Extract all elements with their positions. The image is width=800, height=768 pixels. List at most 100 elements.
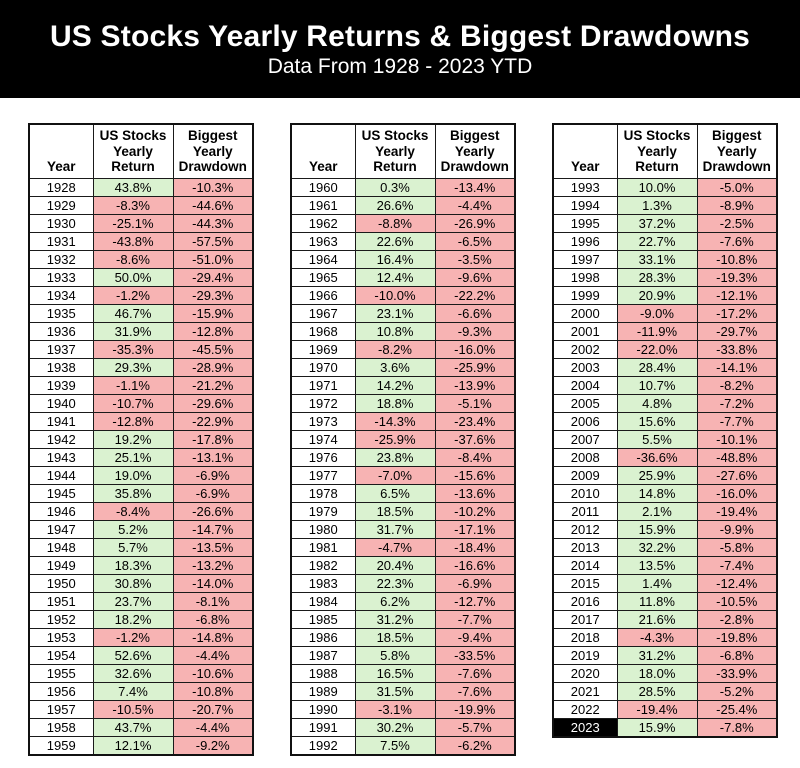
table-row: 1963 22.6% -6.5%	[290, 231, 516, 251]
drawdown-cell: -27.6%	[696, 465, 778, 485]
drawdown-cell: -10.5%	[696, 591, 778, 611]
year-cell: 1993	[552, 177, 618, 197]
drawdown-cell: -4.4%	[434, 195, 516, 215]
table-row: 1959 12.1% -9.2%	[28, 735, 254, 756]
return-cell: 43.7%	[92, 717, 174, 737]
return-cell: -1.2%	[92, 627, 174, 647]
return-cell: -1.1%	[92, 375, 174, 395]
drawdown-cell: -9.6%	[434, 267, 516, 287]
page-subtitle: Data From 1928 - 2023 YTD	[267, 54, 533, 78]
year-cell: 1934	[28, 285, 94, 305]
drawdown-cell: -9.3%	[434, 321, 516, 341]
return-cell: 13.5%	[616, 555, 698, 575]
column-header-drawdown: Biggest Yearly Drawdown	[696, 123, 778, 179]
return-cell: -8.4%	[92, 501, 174, 521]
return-cell: -43.8%	[92, 231, 174, 251]
table-row: 2002 -22.0% -33.8%	[552, 339, 778, 359]
year-cell: 2013	[552, 537, 618, 557]
drawdown-cell: -6.9%	[172, 465, 254, 485]
table-row: 1987 5.8% -33.5%	[290, 645, 516, 665]
return-cell: 32.6%	[92, 663, 174, 683]
table-row: 1978 6.5% -13.6%	[290, 483, 516, 503]
year-cell: 1989	[290, 681, 356, 701]
drawdown-cell: -5.2%	[696, 681, 778, 701]
drawdown-cell: -13.2%	[172, 555, 254, 575]
return-cell: 33.1%	[616, 249, 698, 269]
table-row: 1930 -25.1% -44.3%	[28, 213, 254, 233]
year-cell: 2008	[552, 447, 618, 467]
year-cell: 1948	[28, 537, 94, 557]
year-cell: 2019	[552, 645, 618, 665]
return-cell: -25.9%	[354, 429, 436, 449]
year-cell: 1985	[290, 609, 356, 629]
table-row: 1988 16.5% -7.6%	[290, 663, 516, 683]
return-cell: 28.4%	[616, 357, 698, 377]
return-cell: 31.2%	[616, 645, 698, 665]
drawdown-cell: -29.4%	[172, 267, 254, 287]
drawdown-cell: -37.6%	[434, 429, 516, 449]
year-cell: 1962	[290, 213, 356, 233]
year-cell: 1980	[290, 519, 356, 539]
table-row: 1958 43.7% -4.4%	[28, 717, 254, 737]
year-cell: 2003	[552, 357, 618, 377]
drawdown-cell: -10.8%	[696, 249, 778, 269]
return-cell: 23.7%	[92, 591, 174, 611]
table-row: 2010 14.8% -16.0%	[552, 483, 778, 503]
drawdown-cell: -33.8%	[696, 339, 778, 359]
table-row: 1957 -10.5% -20.7%	[28, 699, 254, 719]
table-row: 1976 23.8% -8.4%	[290, 447, 516, 467]
return-cell: 37.2%	[616, 213, 698, 233]
drawdown-cell: -17.1%	[434, 519, 516, 539]
drawdown-cell: -14.8%	[172, 627, 254, 647]
year-cell: 1977	[290, 465, 356, 485]
drawdown-cell: -7.7%	[434, 609, 516, 629]
return-cell: 26.6%	[354, 195, 436, 215]
return-cell: 7.5%	[354, 735, 436, 756]
year-cell: 1942	[28, 429, 94, 449]
drawdown-cell: -9.9%	[696, 519, 778, 539]
drawdown-cell: -48.8%	[696, 447, 778, 467]
return-cell: -19.4%	[616, 699, 698, 719]
return-cell: 4.8%	[616, 393, 698, 413]
returns-table-1960-1992: Year US Stocks Yearly Return Biggest Yea…	[290, 123, 516, 756]
return-cell: -10.7%	[92, 393, 174, 413]
year-cell: 1930	[28, 213, 94, 233]
return-cell: 1.3%	[616, 195, 698, 215]
year-cell: 2018	[552, 627, 618, 647]
year-cell: 1932	[28, 249, 94, 269]
return-cell: 6.2%	[354, 591, 436, 611]
table-row: 1929 -8.3% -44.6%	[28, 195, 254, 215]
year-cell: 2011	[552, 501, 618, 521]
return-cell: 1.4%	[616, 573, 698, 593]
table-row: 1937 -35.3% -45.5%	[28, 339, 254, 359]
year-cell: 1938	[28, 357, 94, 377]
table-row: 1983 22.3% -6.9%	[290, 573, 516, 593]
drawdown-cell: -14.7%	[172, 519, 254, 539]
year-cell: 1987	[290, 645, 356, 665]
year-cell: 1981	[290, 537, 356, 557]
year-cell: 2021	[552, 681, 618, 701]
year-cell: 1979	[290, 501, 356, 521]
table-header-row: Year US Stocks Yearly Return Biggest Yea…	[290, 123, 516, 179]
year-cell: 2016	[552, 591, 618, 611]
return-cell: -4.7%	[354, 537, 436, 557]
return-cell: 15.9%	[616, 717, 698, 738]
page-title: US Stocks Yearly Returns & Biggest Drawd…	[49, 19, 751, 53]
year-cell: 1958	[28, 717, 94, 737]
year-cell: 2000	[552, 303, 618, 323]
return-cell: 6.5%	[354, 483, 436, 503]
table-row: 1945 35.8% -6.9%	[28, 483, 254, 503]
drawdown-cell: -17.8%	[172, 429, 254, 449]
drawdown-cell: -3.5%	[434, 249, 516, 269]
table-row: 1981 -4.7% -18.4%	[290, 537, 516, 557]
drawdown-cell: -33.5%	[434, 645, 516, 665]
drawdown-cell: -13.4%	[434, 177, 516, 197]
return-cell: 31.5%	[354, 681, 436, 701]
year-cell: 2022	[552, 699, 618, 719]
table-row: 2019 31.2% -6.8%	[552, 645, 778, 665]
table-row: 2007 5.5% -10.1%	[552, 429, 778, 449]
table-row: 2012 15.9% -9.9%	[552, 519, 778, 539]
table-row: 1960 0.3% -13.4%	[290, 177, 516, 197]
table-row: 2009 25.9% -27.6%	[552, 465, 778, 485]
year-cell: 1984	[290, 591, 356, 611]
